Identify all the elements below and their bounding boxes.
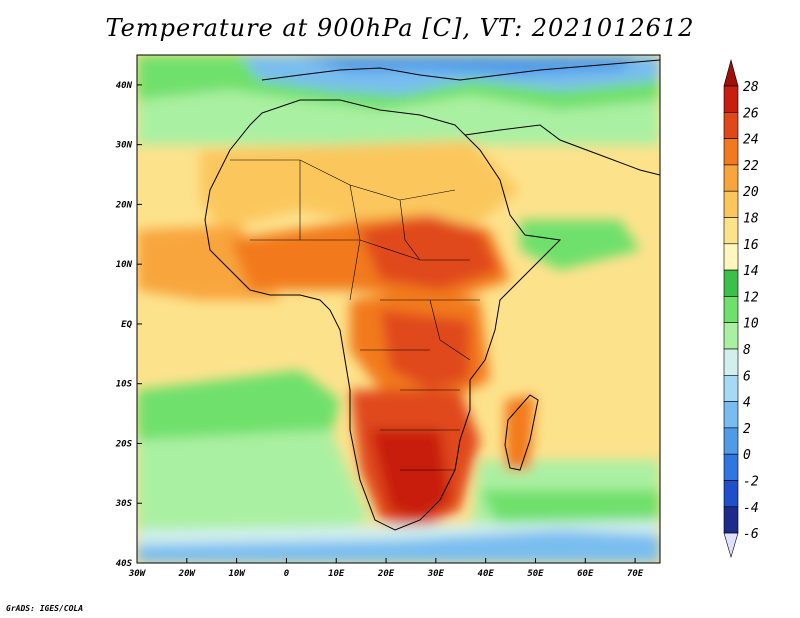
- colorbar-label: 26: [743, 106, 759, 121]
- colorbar-swatch: [723, 453, 739, 481]
- colorbar-swatch: [723, 190, 739, 218]
- europe-coastline: [261, 59, 660, 81]
- colorbar-label: -6: [743, 527, 759, 542]
- lon-tick-label: 50E: [527, 569, 544, 579]
- colorbar-swatch: [723, 164, 739, 192]
- colorbar-swatch: [723, 348, 739, 376]
- colorbar-swatch: [723, 506, 739, 534]
- colorbar-label: 24: [743, 133, 759, 148]
- country-borders: [230, 159, 480, 471]
- colorbar-swatch: [723, 112, 739, 139]
- madagascar-coastline: [504, 394, 539, 471]
- lon-tick-label: 0: [284, 569, 290, 579]
- colorbar-swatch: [723, 374, 739, 402]
- colorbar-label: 10: [743, 317, 759, 332]
- lat-tick-label: 10N: [116, 260, 133, 270]
- colorbar-label: 18: [743, 212, 759, 227]
- colorbar-swatch: [723, 138, 739, 166]
- temperature-field: [137, 55, 660, 563]
- colorbar-swatch: [723, 243, 739, 271]
- lon-tick-label: 70E: [627, 569, 644, 579]
- longitude-ticks: 30W 20W 10W 0 10E 20E 30E 40E 50E 60E 70E: [128, 558, 644, 579]
- colorbar-swatch: [723, 58, 739, 87]
- lon-tick-label: 40E: [478, 569, 495, 579]
- lon-tick-label: 10E: [328, 569, 345, 579]
- lon-tick-label: 20E: [377, 569, 395, 579]
- colorbar-swatch: [723, 532, 739, 559]
- colorbar-label: 4: [743, 396, 751, 411]
- colorbar-label: 16: [743, 238, 759, 253]
- chart-title: Temperature at 900hPa [C], VT: 202101261…: [105, 14, 695, 42]
- colorbar-label: 22: [743, 159, 759, 174]
- colorbar-swatch: [723, 296, 739, 323]
- colorbar-swatch: [723, 401, 739, 429]
- lat-tick-label: EQ: [121, 320, 132, 330]
- credit-label: GrADS: IGES/COLA: [6, 604, 84, 613]
- colorbar-swatch: [723, 427, 739, 455]
- asia-coastline: [464, 124, 660, 176]
- colorbar-label: 0: [743, 448, 751, 463]
- colorbar-label: 28: [743, 80, 759, 95]
- colorbar-label: 8: [743, 343, 751, 358]
- map-frame: [136, 54, 661, 564]
- colorbar-swatch: [723, 480, 739, 508]
- lat-tick-label: 40N: [116, 81, 133, 91]
- latitude-ticks: 40N 30N 20N 10N EQ 10S 20S 30S 40S: [115, 81, 142, 569]
- colorbar-swatch: [723, 217, 739, 245]
- colorbar-swatch: [723, 322, 739, 350]
- africa-coastline: [204, 99, 562, 531]
- coastlines: [204, 59, 660, 531]
- colorbar-label: 6: [743, 369, 751, 384]
- colorbar-label: 20: [743, 185, 759, 200]
- colorbar-label: -4: [743, 501, 759, 516]
- colorbar-label: 14: [743, 264, 759, 279]
- lon-tick-label: 30W: [128, 569, 147, 579]
- lon-tick-label: 20W: [178, 569, 197, 579]
- lat-tick-label: 10S: [116, 380, 133, 390]
- lon-tick-label: 30E: [427, 569, 445, 579]
- lat-tick-label: 30N: [115, 141, 133, 151]
- colorbar-swatch: [723, 85, 739, 113]
- lon-tick-label: 60E: [577, 569, 594, 579]
- lat-tick-label: 20S: [115, 439, 133, 449]
- colorbar-label: -2: [743, 475, 759, 490]
- colorbar-label: 12: [743, 290, 759, 305]
- lat-tick-label: 30S: [115, 499, 133, 509]
- colorbar-label: 2: [743, 422, 751, 437]
- lat-tick-label: 40S: [116, 559, 133, 569]
- lon-tick-label: 10W: [228, 569, 246, 579]
- lat-tick-label: 20N: [115, 200, 133, 210]
- colorbar-swatch: [723, 269, 739, 297]
